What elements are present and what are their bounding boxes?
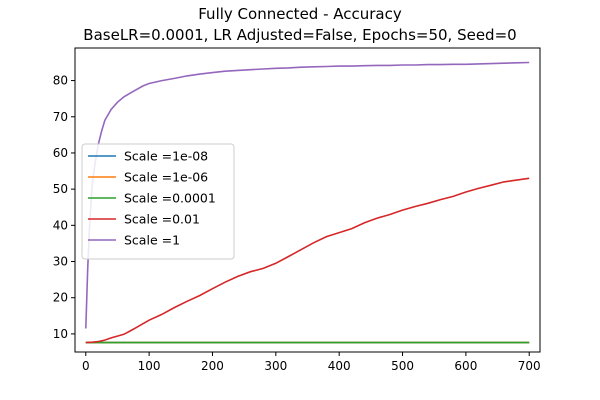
- y-tick-label: 40: [53, 218, 68, 232]
- x-tick-label: 0: [82, 359, 90, 373]
- chart-subtitle: BaseLR=0.0001, LR Adjusted=False, Epochs…: [83, 26, 516, 44]
- chart-title: Fully Connected - Accuracy: [198, 5, 402, 23]
- y-tick-label: 50: [53, 182, 68, 196]
- x-tick-label: 300: [264, 359, 287, 373]
- legend-label: Scale =0.01: [124, 212, 200, 227]
- y-tick-label: 80: [53, 74, 68, 88]
- axes-frame: [74, 47, 541, 353]
- y-axis: 10 20 30 40 50 60 70 80: [53, 74, 75, 341]
- x-tick-label: 400: [328, 359, 351, 373]
- legend-box: [81, 143, 235, 260]
- series-line-5: [85, 61, 530, 329]
- x-tick-label: 500: [391, 359, 414, 373]
- x-tick-label: 200: [201, 359, 224, 373]
- x-tick-label: 100: [138, 359, 161, 373]
- legend-label: Scale =1: [124, 233, 180, 248]
- legend-label: Scale =1e-06: [124, 170, 208, 185]
- series-line-4: [85, 177, 530, 344]
- x-tick-label: 700: [518, 359, 541, 373]
- y-tick-label: 70: [53, 110, 68, 124]
- legend-label: Scale =0.0001: [124, 191, 216, 206]
- series-layer: [85, 61, 530, 344]
- y-tick-label: 10: [53, 327, 68, 341]
- x-axis: 0 100 200 300 400 500 600 700: [82, 352, 541, 373]
- y-tick-label: 60: [53, 146, 68, 160]
- y-tick-label: 30: [53, 255, 68, 269]
- x-tick-label: 600: [454, 359, 477, 373]
- legend-label: Scale =1e-08: [124, 149, 208, 164]
- y-tick-label: 20: [53, 291, 68, 305]
- legend: Scale =1e-08 Scale =1e-06 Scale =0.0001 Sca…: [81, 143, 235, 260]
